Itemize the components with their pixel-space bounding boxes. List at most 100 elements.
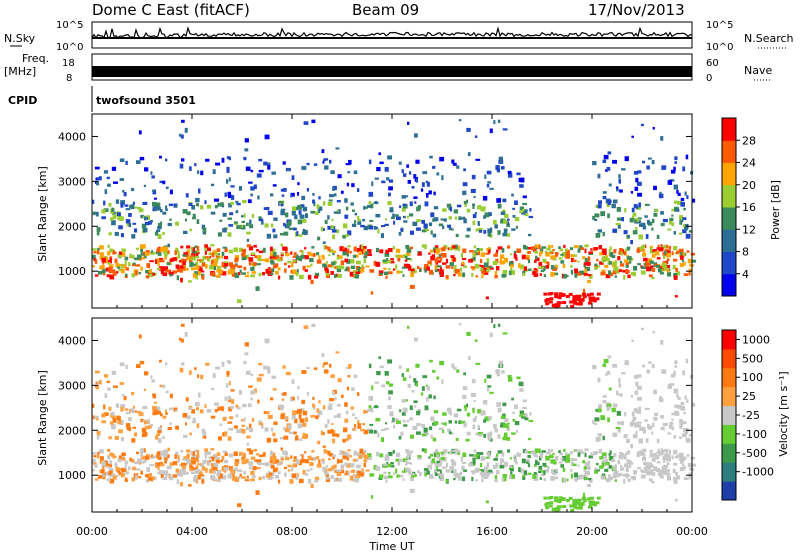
velocity-cell bbox=[482, 399, 488, 405]
velocity-cell bbox=[501, 477, 506, 482]
power-cell bbox=[469, 250, 474, 253]
power-cell bbox=[357, 248, 362, 253]
power-cell bbox=[534, 269, 539, 273]
power-cell bbox=[387, 259, 392, 263]
power-cell bbox=[405, 256, 408, 259]
power-cell bbox=[483, 262, 489, 268]
power-cell bbox=[600, 271, 606, 276]
velocity-cell bbox=[94, 370, 100, 374]
power-cell bbox=[99, 245, 104, 250]
power-cell bbox=[607, 213, 610, 219]
velocity-cell bbox=[584, 448, 589, 452]
power-cell bbox=[165, 158, 168, 162]
power-cell bbox=[258, 250, 263, 254]
power-cell bbox=[302, 218, 307, 223]
power-cell bbox=[478, 227, 483, 231]
power-cell bbox=[496, 266, 500, 271]
velocity-cell bbox=[402, 419, 406, 423]
y-tick-label: 1000 bbox=[58, 469, 86, 482]
velocity-cell bbox=[675, 471, 678, 476]
velocity-cell bbox=[506, 425, 510, 429]
power-cell bbox=[352, 254, 357, 258]
velocity-cell bbox=[682, 428, 687, 432]
velocity-cell bbox=[284, 417, 288, 420]
velocity-cell bbox=[636, 452, 640, 457]
velocity-cell bbox=[652, 471, 656, 476]
velocity-cell bbox=[472, 457, 476, 461]
power-cell bbox=[310, 279, 314, 284]
velocity-cell bbox=[497, 450, 503, 454]
velocity-cell bbox=[344, 472, 349, 476]
power-cell bbox=[231, 273, 235, 277]
velocity-cell bbox=[325, 465, 328, 468]
power-cell bbox=[580, 247, 585, 250]
power-cell bbox=[405, 252, 410, 257]
power-cell bbox=[337, 209, 341, 214]
velocity-cell bbox=[317, 412, 321, 418]
velocity-cell bbox=[330, 429, 334, 434]
velocity-cell bbox=[334, 397, 337, 401]
velocity-cell bbox=[387, 463, 392, 467]
power-cell bbox=[538, 261, 543, 266]
power-cell bbox=[481, 269, 485, 274]
power-cell bbox=[634, 219, 637, 224]
velocity-cell bbox=[611, 407, 616, 413]
velocity-cell bbox=[680, 406, 685, 411]
power-cell bbox=[436, 268, 440, 272]
velocity-cell bbox=[493, 458, 498, 461]
power-cell bbox=[235, 200, 239, 204]
power-cell bbox=[613, 249, 617, 254]
velocity-cell bbox=[350, 469, 356, 473]
power-cell bbox=[180, 134, 184, 139]
velocity-cell bbox=[205, 467, 208, 473]
velocity-cell bbox=[574, 472, 578, 478]
power-cell bbox=[455, 233, 459, 237]
velocity-cell bbox=[688, 434, 692, 437]
power-cell bbox=[321, 256, 325, 260]
velocity-cell bbox=[469, 454, 474, 457]
power-cell bbox=[254, 255, 259, 258]
power-cell bbox=[434, 265, 438, 269]
velocity-cell bbox=[347, 375, 351, 378]
power-cell bbox=[175, 205, 178, 208]
cpid-value: twofsound 3501 bbox=[96, 94, 196, 107]
velocity-cell bbox=[395, 452, 401, 457]
velocity-cell bbox=[603, 358, 609, 364]
power-cell bbox=[255, 286, 260, 291]
power-cell bbox=[96, 230, 100, 236]
velocity-cell bbox=[440, 451, 444, 455]
colorbar-swatch bbox=[722, 424, 736, 444]
power-cell bbox=[182, 261, 186, 265]
power-cell bbox=[92, 265, 95, 268]
velocity-cell bbox=[504, 417, 509, 422]
power-cell bbox=[182, 254, 187, 257]
power-cell bbox=[92, 254, 96, 259]
velocity-cell bbox=[436, 472, 440, 476]
power-cell bbox=[144, 221, 150, 226]
velocity-cell bbox=[165, 362, 168, 366]
velocity-cell bbox=[272, 388, 277, 391]
power-cell bbox=[223, 261, 229, 264]
velocity-cell bbox=[298, 462, 302, 466]
velocity-cell bbox=[122, 394, 125, 397]
velocity-cell bbox=[129, 457, 132, 462]
power-cell bbox=[179, 260, 182, 263]
power-cell bbox=[424, 264, 429, 268]
velocity-cell bbox=[103, 404, 106, 410]
velocity-cell bbox=[194, 469, 200, 474]
date-title: 17/Nov/2013 bbox=[588, 1, 685, 19]
power-cell bbox=[442, 218, 446, 221]
power-cell bbox=[196, 219, 200, 224]
velocity-cell bbox=[201, 466, 206, 471]
power-cell bbox=[421, 244, 425, 248]
power-cell bbox=[312, 253, 316, 257]
velocity-cell bbox=[410, 462, 413, 465]
power-cell bbox=[131, 234, 136, 239]
velocity-cell bbox=[405, 468, 411, 473]
power-cell bbox=[413, 174, 417, 179]
velocity-cell bbox=[360, 472, 365, 476]
power-cell bbox=[424, 228, 428, 232]
power-cell bbox=[680, 202, 685, 207]
power-cell bbox=[529, 208, 532, 212]
power-cell bbox=[392, 268, 396, 271]
